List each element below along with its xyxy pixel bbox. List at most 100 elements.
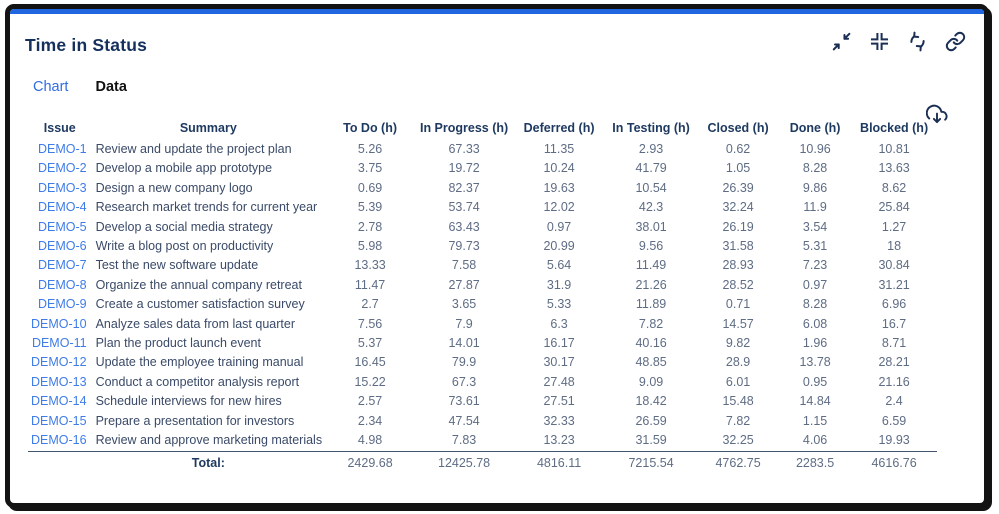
- hours-cell: 0.71: [725, 297, 751, 312]
- hours-cell: 31.58: [722, 239, 754, 254]
- issue-link[interactable]: DEMO-6: [37, 239, 87, 254]
- issue-link[interactable]: DEMO-11: [31, 336, 87, 351]
- issue-cell: DEMO-2: [28, 159, 92, 178]
- summary-cell: Plan the product launch event: [95, 336, 261, 351]
- hours-cell: 4.98: [357, 433, 383, 448]
- hours-cell: 41.79: [635, 161, 667, 176]
- hours-cell: 3.65: [451, 297, 477, 312]
- hours-cell: 13.63: [878, 161, 910, 176]
- tab-data[interactable]: Data: [95, 79, 127, 95]
- table-row: DEMO-15 Prepare a presentation for inves…: [28, 412, 937, 431]
- summary-cell: Design a new company logo: [95, 180, 253, 195]
- summary-cell: Develop a social media strategy: [95, 219, 273, 234]
- issue-link[interactable]: DEMO-8: [37, 277, 87, 292]
- hours-cell: 28.9: [725, 355, 751, 370]
- issue-cell: DEMO-11: [28, 334, 92, 353]
- issue-cell: DEMO-3: [28, 179, 92, 198]
- issue-link[interactable]: DEMO-1: [37, 142, 87, 156]
- table-row: DEMO-13 Conduct a competitor analysis re…: [28, 373, 937, 392]
- issue-link[interactable]: DEMO-7: [37, 258, 87, 273]
- issue-cell: DEMO-10: [28, 315, 92, 334]
- issue-link[interactable]: DEMO-12: [31, 355, 87, 370]
- hours-cell: 11.49: [635, 258, 667, 273]
- issue-link[interactable]: DEMO-5: [37, 219, 87, 234]
- hours-cell: 28.52: [722, 277, 754, 292]
- hours-cell: 5.37: [357, 336, 383, 351]
- issue-link[interactable]: DEMO-10: [31, 316, 87, 331]
- hours-cell: 7.82: [725, 413, 751, 428]
- hours-cell: 18: [887, 239, 902, 254]
- collapse-arrows-icon[interactable]: [831, 31, 852, 52]
- issue-link[interactable]: DEMO-3: [37, 180, 87, 195]
- hours-cell: 11.35: [543, 142, 575, 156]
- summary-cell: Research market trends for current year: [95, 200, 318, 215]
- hours-cell: 26.19: [722, 219, 754, 234]
- summary-cell: Develop a mobile app prototype: [95, 161, 273, 176]
- hours-cell: 11.47: [354, 277, 386, 292]
- hours-cell: 19.63: [543, 180, 575, 195]
- hours-cell: 13.33: [354, 258, 386, 273]
- hours-cell: 82.37: [448, 180, 480, 195]
- hours-cell: 27.48: [543, 374, 575, 389]
- hours-cell: 1.15: [802, 413, 828, 428]
- col-header-in-progress: In Progress (h): [419, 120, 509, 135]
- hours-cell: 27.87: [448, 277, 480, 292]
- table-row: DEMO-11 Plan the product launch event 5.…: [28, 334, 937, 353]
- hours-cell: 53.74: [448, 200, 480, 215]
- issue-cell: DEMO-4: [28, 198, 92, 217]
- hours-cell: 19.93: [878, 433, 910, 448]
- cloud-download-icon[interactable]: [926, 104, 948, 126]
- issue-link[interactable]: DEMO-2: [37, 161, 87, 176]
- table-row: DEMO-16 Review and approve marketing mat…: [28, 431, 937, 451]
- issue-link[interactable]: DEMO-4: [37, 200, 87, 215]
- hours-cell: 28.21: [878, 355, 910, 370]
- top-accent-bar: [10, 9, 984, 14]
- summary-cell: Prepare a presentation for investors: [95, 413, 295, 428]
- table-row: DEMO-5 Develop a social media strategy 2…: [28, 218, 937, 237]
- col-header-summary: Summary: [179, 120, 237, 135]
- time-in-status-table: Issue Summary To Do (h) In Progress (h) …: [28, 117, 938, 476]
- table-row: DEMO-7 Test the new software update 13.3…: [28, 256, 937, 275]
- hours-cell: 7.82: [638, 316, 664, 331]
- issue-link[interactable]: DEMO-15: [31, 413, 87, 428]
- hours-cell: 40.16: [635, 336, 667, 351]
- hours-cell: 5.31: [802, 239, 828, 254]
- hours-cell: 79.73: [448, 239, 480, 254]
- issue-link[interactable]: DEMO-16: [31, 433, 87, 448]
- issue-link[interactable]: DEMO-9: [37, 297, 87, 312]
- summary-cell: Review and approve marketing materials: [95, 433, 323, 448]
- issue-link[interactable]: DEMO-13: [31, 374, 87, 389]
- total-hours-cell: 12425.78: [415, 450, 514, 476]
- hours-cell: 6.01: [725, 374, 751, 389]
- col-header-blocked: Blocked (h): [860, 120, 929, 135]
- page-title: Time in Status: [25, 35, 148, 55]
- link-icon[interactable]: [945, 31, 966, 52]
- total-hours-cell: 7215.54: [605, 450, 698, 476]
- hours-cell: 15.22: [354, 374, 386, 389]
- hours-cell: 2.93: [638, 142, 664, 156]
- hours-cell: 31.59: [635, 433, 667, 448]
- summary-cell: Analyze sales data from last quarter: [95, 316, 295, 331]
- table-row: DEMO-8 Organize the annual company retre…: [28, 276, 937, 295]
- hours-cell: 9.56: [638, 239, 664, 254]
- hours-cell: 0.97: [546, 219, 572, 234]
- hours-cell: 8.62: [881, 180, 907, 195]
- issue-cell: DEMO-5: [28, 218, 92, 237]
- hours-cell: 6.3: [550, 316, 568, 331]
- hours-cell: 16.7: [881, 316, 907, 331]
- issue-cell: DEMO-13: [28, 373, 92, 392]
- total-hours-cell: 4762.75: [697, 450, 780, 476]
- issue-cell: DEMO-8: [28, 276, 92, 295]
- tab-chart[interactable]: Chart: [33, 79, 69, 95]
- hours-cell: 10.81: [878, 142, 910, 156]
- table-row: DEMO-6 Write a blog post on productivity…: [28, 237, 937, 256]
- issue-cell: DEMO-15: [28, 412, 92, 431]
- hours-cell: 6.96: [881, 297, 907, 312]
- hours-cell: 5.39: [357, 200, 383, 215]
- summary-cell: Schedule interviews for new hires: [95, 394, 282, 409]
- refresh-icon[interactable]: [907, 31, 928, 52]
- total-spacer-cell: [28, 450, 92, 476]
- table-row: DEMO-10 Analyze sales data from last qua…: [28, 315, 937, 334]
- compress-icon[interactable]: [869, 31, 890, 52]
- issue-link[interactable]: DEMO-14: [31, 394, 87, 409]
